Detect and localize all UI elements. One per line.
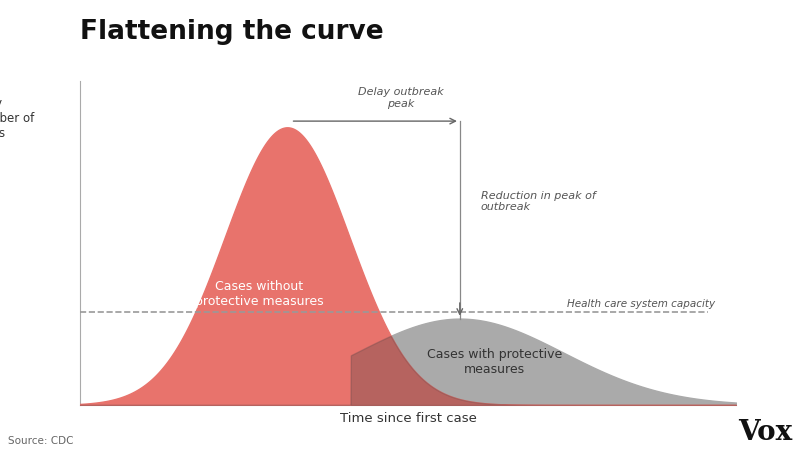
Text: Health care system capacity: Health care system capacity [567, 299, 715, 309]
Text: Daily
number of
cases: Daily number of cases [0, 97, 34, 140]
Text: Cases with protective
measures: Cases with protective measures [426, 348, 562, 376]
Text: Source: CDC: Source: CDC [8, 436, 74, 446]
X-axis label: Time since first case: Time since first case [339, 412, 477, 425]
Text: Flattening the curve: Flattening the curve [80, 19, 384, 45]
Text: Cases without
protective measures: Cases without protective measures [195, 280, 324, 308]
Text: Reduction in peak of
outbreak: Reduction in peak of outbreak [481, 190, 595, 212]
Text: Vox: Vox [738, 418, 792, 446]
Text: Delay outbreak
peak: Delay outbreak peak [358, 87, 444, 109]
